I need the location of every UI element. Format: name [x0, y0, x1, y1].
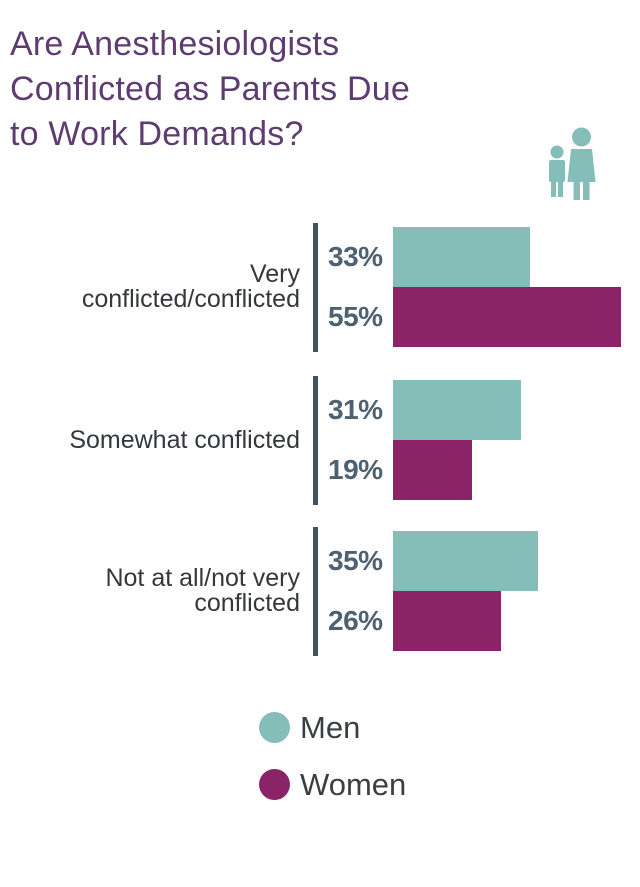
chart-title-line-2: Conflicted as Parents Due [10, 70, 410, 108]
chart-title: Are Anesthesiologists Conflicted as Pare… [10, 22, 540, 157]
axis-line-very-conflicted-conflicted [313, 223, 318, 352]
axis-line-not-at-all-not-very-conflicted [313, 527, 318, 656]
value-label-women-not-at-all-not-very-conflicted: 26% [328, 605, 383, 636]
women-legend-swatch [259, 768, 290, 800]
category-label-line: conflicted [194, 589, 300, 617]
axis-line-somewhat-conflicted [313, 376, 318, 505]
men-legend-swatch [259, 712, 290, 743]
bar-women-not-at-all-not-very-conflicted [393, 591, 501, 651]
bar-men-very-conflicted-conflicted [393, 227, 530, 287]
parent-and-child-icon [549, 127, 596, 200]
men-legend-label: Men [300, 710, 361, 745]
category-label-not-at-all-not-very-conflicted: Not at all/not very conflicted [0, 531, 300, 651]
category-label-line: Not at all/not very [105, 564, 300, 592]
bar-women-very-conflicted-conflicted [393, 287, 621, 347]
legend-item-women: Women [259, 768, 406, 800]
value-label-women-somewhat-conflicted: 19% [328, 454, 383, 485]
value-label-men-somewhat-conflicted: 31% [328, 394, 383, 425]
bar-men-not-at-all-not-very-conflicted [393, 531, 538, 591]
category-label-line: Very [249, 260, 300, 288]
value-label-men-not-at-all-not-very-conflicted: 35% [328, 545, 383, 576]
category-label-line: conflicted/conflicted [81, 285, 300, 313]
category-label-very-conflicted-conflicted: Very conflicted/conflicted [0, 227, 300, 347]
category-label-somewhat-conflicted: Somewhat conflicted [0, 380, 300, 500]
value-label-men-very-conflicted-conflicted: 33% [328, 241, 383, 272]
bar-men-somewhat-conflicted [393, 380, 521, 440]
category-label-line: Somewhat conflicted [69, 425, 300, 454]
chart-title-line-1: Are Anesthesiologists [10, 25, 340, 63]
chart-title-line-3: to Work Demands? [10, 115, 304, 153]
value-label-women-very-conflicted-conflicted: 55% [328, 301, 383, 332]
women-legend-label: Women [300, 766, 407, 802]
legend-item-men: Men [259, 712, 360, 743]
bar-women-somewhat-conflicted [393, 440, 472, 500]
